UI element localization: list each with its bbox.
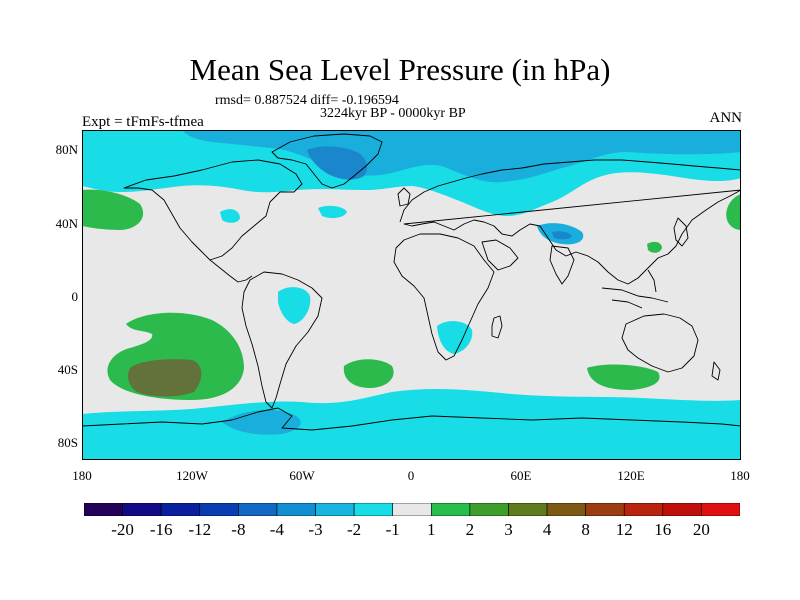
south-america-negative-patch (278, 287, 311, 324)
colorbar-label: 8 (581, 520, 590, 539)
colorbar-label: -12 (188, 520, 212, 539)
colorbar-label: -4 (269, 520, 284, 539)
greenland-coastline (271, 133, 383, 189)
antarctica-coastline (82, 407, 741, 431)
colorbar-label: 2 (465, 520, 475, 539)
colorbar (84, 503, 740, 516)
africa-coastline (393, 233, 495, 361)
madagascar-coastline (491, 315, 503, 339)
south-pacific-strong-positive-region (128, 359, 202, 397)
coastlines (82, 133, 741, 431)
colorbar-swatch (585, 503, 625, 516)
stats-line: rmsd= 0.887524 diff= -0.196594 (215, 93, 399, 108)
pacific-islands-positive-patch (647, 241, 662, 253)
indian-ocean-positive-region (587, 364, 660, 390)
colorbar-swatch (546, 503, 586, 516)
colorbar-swatch (392, 503, 432, 516)
y-label-80n: 80N (55, 142, 78, 157)
antarctic-negative-region (82, 388, 741, 460)
colorbar-label: -20 (111, 520, 134, 539)
india-coastline (549, 245, 575, 285)
colorbar-label: 3 (504, 520, 513, 539)
central-america-coastline (209, 259, 253, 283)
south-africa-negative-patch (437, 321, 473, 354)
colorbar-swatch (315, 503, 355, 516)
colorbar-swatch (701, 503, 740, 516)
north-america-coastline (123, 159, 303, 261)
australia-coastline (621, 313, 699, 373)
colorbar-label: 20 (692, 520, 710, 539)
greenland-negative-region (307, 146, 368, 180)
y-label-0: 0 (71, 289, 79, 304)
colorbar-label: -2 (347, 520, 362, 539)
colorbar-swatch (508, 503, 548, 516)
new-zealand-coastline (711, 361, 721, 381)
colorbar-label: -8 (231, 520, 246, 539)
y-label-40n: 40N (55, 216, 78, 231)
europe-asia-coastline (399, 159, 741, 285)
north-pacific-east-positive-region (726, 194, 741, 230)
x-label-180e: 180 (730, 468, 750, 483)
arabia-coastline (481, 239, 519, 271)
y-label-40s: 40S (57, 362, 78, 377)
atlantic-negative-patch (220, 209, 240, 223)
colorbar-label: -1 (385, 520, 400, 539)
south-america-coastline (241, 271, 323, 409)
pacific-negative-patch (318, 205, 347, 219)
colorbar-swatch (199, 503, 239, 516)
map-frame (82, 130, 741, 460)
experiment-label: Expt = tFmFs-tfmea (82, 114, 204, 130)
x-label-60e: 60E (510, 468, 532, 483)
colorbar-label: 1 (427, 520, 436, 539)
southeast-asia-islands-coastline (601, 269, 669, 309)
y-label-80s: 80S (57, 435, 78, 450)
colorbar-label: 4 (542, 520, 552, 539)
period-line: 3224kyr BP - 0000kyr BP (320, 106, 466, 121)
x-label-0: 0 (407, 468, 415, 483)
japan-coastline (673, 217, 689, 247)
colorbar-swatch (84, 503, 123, 516)
uk-coastline (397, 187, 411, 207)
colorbar-label: -16 (149, 520, 173, 539)
colorbar-swatch (238, 503, 278, 516)
colorbar-swatch (276, 503, 316, 516)
colorbar-swatch (353, 503, 394, 516)
colorbar-label: -3 (308, 520, 323, 539)
pressure-map (82, 130, 741, 460)
colorbar-swatch (160, 503, 201, 516)
colorbar-swatch (623, 503, 664, 516)
arctic-deep-negative-region (182, 130, 741, 183)
colorbar-swatch (469, 503, 509, 516)
season-label: ANN (709, 110, 743, 126)
north-pacific-positive-region (82, 189, 144, 230)
colorbar-swatch (430, 503, 471, 516)
colorbar-label: 12 (615, 520, 633, 539)
asia-deep-negative-patch (552, 231, 572, 240)
x-label-180w: 180 (72, 468, 92, 483)
colorbar-swatch (122, 503, 162, 516)
colorbar-swatch (662, 503, 702, 516)
x-label-120w: 120W (176, 468, 208, 483)
x-label-120e: 120E (617, 468, 645, 483)
colorbar-label: 16 (654, 520, 672, 539)
x-label-60w: 60W (289, 468, 315, 483)
south-atlantic-positive-region (343, 359, 394, 388)
antarctic-deep-negative-region (222, 409, 301, 435)
plot-title: Mean Sea Level Pressure (in hPa) (189, 52, 611, 87)
